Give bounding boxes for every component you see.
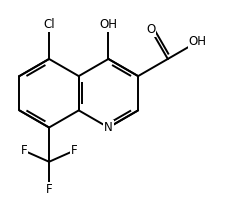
Text: N: N — [104, 121, 113, 134]
Text: F: F — [71, 144, 78, 157]
Text: O: O — [146, 23, 155, 36]
Text: F: F — [20, 144, 27, 157]
Text: Cl: Cl — [43, 18, 55, 31]
Text: OH: OH — [99, 18, 117, 31]
Text: OH: OH — [188, 35, 206, 48]
Text: F: F — [46, 183, 52, 196]
